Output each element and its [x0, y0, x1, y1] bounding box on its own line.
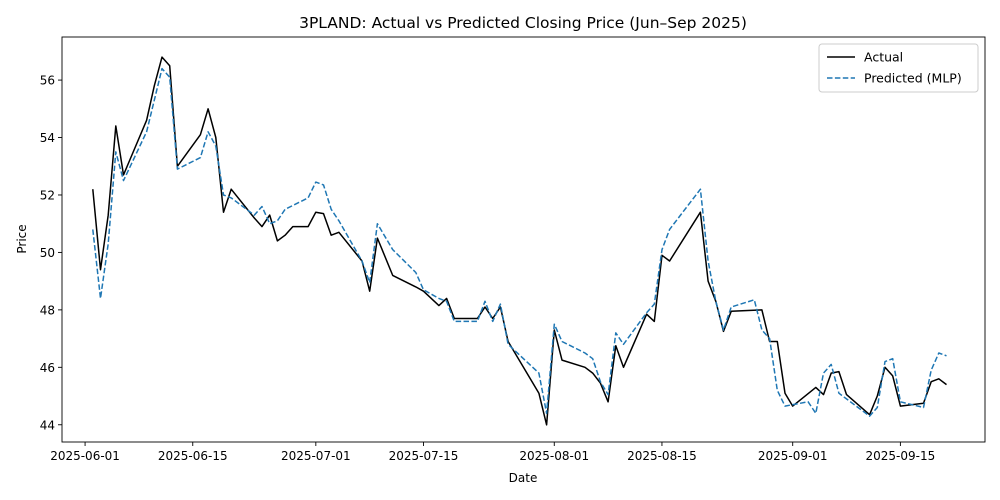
y-tick-label: 52 [40, 188, 55, 202]
y-tick-label: 50 [40, 246, 55, 260]
x-tick-label: 2025-09-15 [866, 449, 936, 463]
x-tick-label: 2025-06-01 [50, 449, 120, 463]
x-tick-label: 2025-08-15 [627, 449, 697, 463]
y-tick-label: 48 [40, 303, 55, 317]
x-tick-label: 2025-08-01 [519, 449, 589, 463]
x-axis-label: Date [509, 471, 538, 485]
y-axis-label: Price [15, 224, 29, 253]
legend-label-predicted: Predicted (MLP) [864, 71, 962, 86]
x-tick-label: 2025-07-15 [389, 449, 459, 463]
x-tick-label: 2025-09-01 [758, 449, 828, 463]
series-line-predicted [92, 67, 947, 417]
chart-title: 3PLAND: Actual vs Predicted Closing Pric… [299, 14, 747, 32]
plot-area: 2025-06-01 2025-06-15 2025-07-01 2025-07-15… [40, 36, 986, 463]
x-tick-label: 2025-06-15 [158, 449, 228, 463]
y-tick-label: 54 [40, 131, 55, 145]
legend-box [818, 43, 979, 93]
y-tick-label: 56 [40, 74, 55, 88]
plot-frame [61, 36, 986, 443]
x-tick-label: 2025-07-01 [281, 449, 351, 463]
y-tick-label: 44 [40, 418, 55, 432]
legend-label-actual: Actual [864, 50, 903, 65]
y-tick-label: 46 [40, 361, 55, 375]
